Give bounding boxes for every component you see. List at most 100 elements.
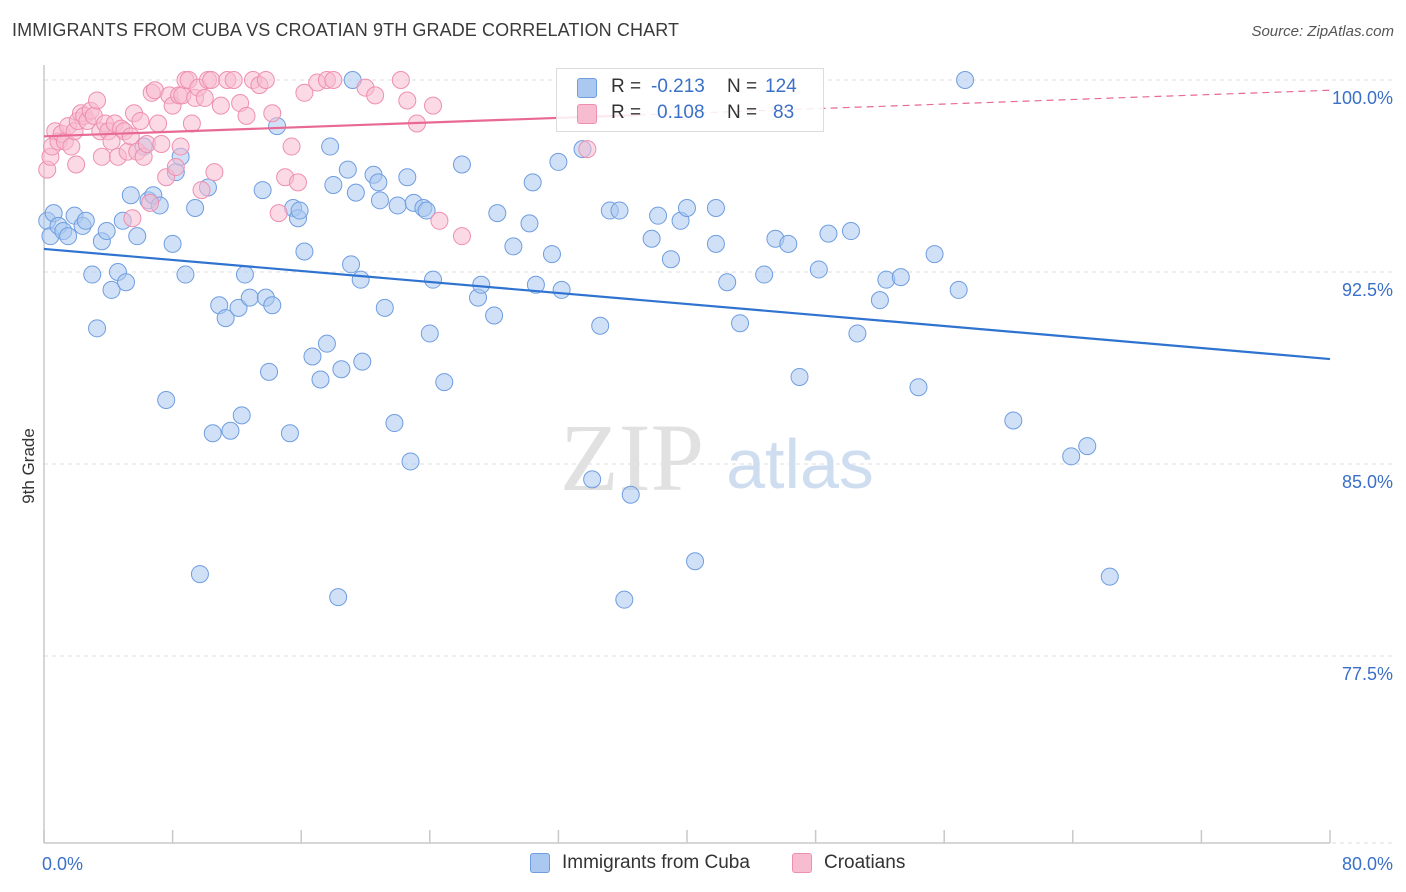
croatian-point [224, 71, 243, 89]
cuba-point [420, 324, 439, 343]
croatian-point [141, 193, 160, 212]
croatian-point [324, 71, 343, 89]
cuba-point [260, 362, 279, 381]
axes [43, 65, 1331, 844]
croatian-point [92, 147, 111, 166]
cuba-point [203, 424, 222, 443]
cuba-point [235, 265, 254, 284]
cuba-point [128, 227, 147, 246]
cuba-point [385, 414, 404, 433]
tick-labels: 77.5% 85.0% 92.5% 100.0% 0.0% 80.0% [42, 88, 1393, 874]
croatian-point [398, 91, 417, 110]
cuba-trend-line [43, 247, 1331, 361]
watermark: ZIP atlas [560, 404, 874, 511]
cuba-point [779, 234, 798, 253]
cuba-point [552, 280, 571, 299]
croatian-point [202, 71, 221, 89]
cuba-point [956, 71, 975, 89]
y-axis-label: 9th Grade [19, 428, 38, 504]
cuba-point [649, 206, 668, 225]
cuba-point [375, 298, 394, 317]
cuba-point [59, 227, 78, 246]
r-value-cuba: -0.213 [651, 76, 705, 97]
cuba-point [686, 552, 705, 571]
cuba-point [88, 319, 107, 338]
croatian-point [269, 204, 288, 223]
cuba-point [303, 347, 322, 366]
cuba-point [870, 291, 889, 310]
n-value-cuba: 124 [765, 76, 797, 97]
cuba-point [190, 565, 209, 584]
croatian-point [88, 91, 107, 110]
grid [44, 79, 1394, 844]
cuba-point [435, 373, 454, 392]
croatian-point [295, 83, 314, 102]
cuba-point [488, 204, 507, 223]
cuba-point [176, 265, 195, 284]
cuba-point [388, 196, 407, 215]
croatian-point [131, 111, 150, 130]
croatian-point [62, 137, 81, 156]
cuba-point [76, 211, 95, 230]
cuba-point [949, 280, 968, 299]
cuba-point [819, 224, 838, 243]
cuba-point [398, 168, 417, 187]
cuba-point [311, 370, 330, 389]
croatians-swatch [577, 104, 597, 124]
croatian-point [67, 155, 86, 174]
cuba-point [324, 175, 343, 194]
cuba-point [83, 265, 102, 284]
cuba-point [338, 160, 357, 179]
croatian-point [182, 114, 201, 133]
data-points [38, 71, 1119, 609]
cuba-legend-swatch [530, 853, 550, 873]
cuba-point [253, 181, 272, 200]
cuba-point [790, 367, 809, 386]
cuba-point [229, 298, 248, 317]
cuba-point [280, 424, 299, 443]
cuba-point [232, 406, 251, 425]
stats-legend: R = -0.213 N = 124 R = 0.108 N = 83 [556, 68, 824, 132]
cuba-point [549, 152, 568, 171]
chart-title: IMMIGRANTS FROM CUBA VS CROATIAN 9TH GRA… [12, 20, 680, 40]
croatian-point [195, 88, 214, 107]
cuba-point [755, 265, 774, 284]
cuba-point [186, 199, 205, 217]
croatian-point [171, 137, 190, 156]
legend-label-cuba: Immigrants from Cuba [562, 852, 750, 873]
croatian-point [578, 140, 597, 159]
cuba-point [621, 485, 640, 504]
cuba-point [370, 191, 389, 210]
cuba-point [591, 316, 610, 335]
cuba-point [520, 214, 539, 233]
croatian-point [192, 181, 211, 200]
watermark-atlas: atlas [726, 425, 874, 503]
croatian-point [152, 135, 171, 153]
cuba-point [1004, 411, 1023, 430]
legend-label-croatians: Croatians [824, 852, 906, 873]
croatian-point [452, 227, 471, 246]
cuba-point [163, 234, 182, 253]
croatian-point [430, 211, 449, 230]
cuba-point [346, 183, 365, 202]
cuba-point [678, 199, 696, 217]
croatian-point [237, 106, 256, 125]
cuba-point [240, 288, 259, 307]
cuba-point [706, 199, 725, 217]
n-value-croatians: 83 [773, 102, 795, 123]
cuba-point [102, 280, 121, 299]
cuba-point [485, 306, 504, 325]
croatian-point [205, 163, 224, 182]
cuba-point [615, 590, 634, 609]
croatian-trend-line-extension [638, 89, 1331, 116]
cuba-point [1078, 437, 1097, 456]
cuba-point [321, 137, 340, 156]
cuba-point [97, 222, 116, 241]
cuba-point [216, 309, 235, 328]
cuba-point [263, 296, 282, 315]
cuba-swatch [577, 78, 597, 98]
x-tick-label: 0.0% [42, 854, 83, 874]
cuba-point [290, 201, 309, 220]
cuba-point [351, 270, 370, 289]
